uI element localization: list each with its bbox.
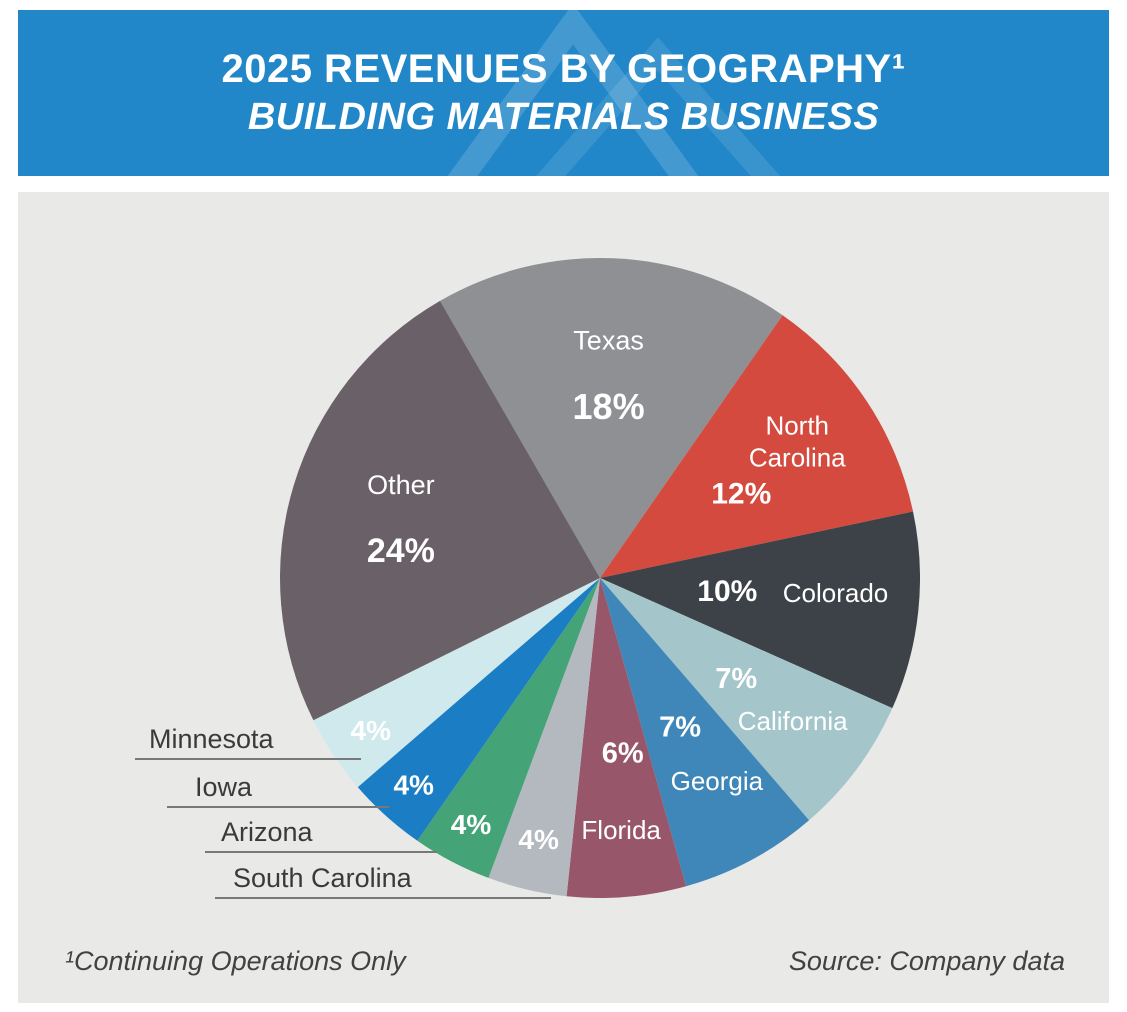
slice-label-south-carolina-pct: 4% bbox=[518, 824, 559, 855]
callout-iowa-label: Iowa bbox=[195, 772, 253, 802]
slice-label-minnesota-pct: 4% bbox=[351, 715, 392, 746]
slice-label-georgia-name: Georgia bbox=[671, 766, 764, 796]
callout-arizona-label: Arizona bbox=[221, 817, 313, 847]
pie-slice-arizona bbox=[417, 578, 600, 878]
banner-watermark-icon bbox=[447, 10, 781, 176]
slice-label-florida-pct: 6% bbox=[602, 737, 644, 769]
chart-panel: Texas 18% North Carolina 12% Colorado 10% Calif… bbox=[18, 192, 1109, 1003]
footnote: ¹Continuing Operations Only bbox=[65, 946, 406, 976]
slice-label-north-carolina-name: North bbox=[765, 411, 829, 441]
pie-slice-other bbox=[280, 300, 600, 721]
pie-slice-iowa bbox=[357, 578, 600, 841]
callout-arizona: Arizona bbox=[205, 817, 437, 854]
pie-slice-texas bbox=[440, 258, 783, 578]
pie-slice-south-carolina bbox=[488, 578, 600, 897]
slice-label-california-pct: 7% bbox=[715, 663, 757, 695]
pie-slice-colorado bbox=[600, 511, 920, 709]
callout-iowa: Iowa bbox=[167, 772, 389, 809]
slice-label-north-carolina-pct: 12% bbox=[711, 478, 771, 511]
slice-label-arizona-pct: 4% bbox=[451, 809, 492, 840]
slice-label-colorado-name: Colorado bbox=[783, 578, 889, 608]
pie-slice-georgia bbox=[600, 578, 810, 887]
slice-label-north-carolina-name: Carolina bbox=[749, 443, 846, 473]
slice-label-iowa-pct: 4% bbox=[393, 769, 434, 800]
callout-minnesota: Minnesota bbox=[135, 724, 361, 761]
callout-south-carolina-label: South Carolina bbox=[233, 863, 412, 893]
slice-label-florida-name: Florida bbox=[581, 815, 661, 845]
slice-label-colorado-pct: 10% bbox=[697, 575, 757, 608]
pie-slice-minnesota bbox=[313, 578, 600, 788]
slice-label-texas-name: Texas bbox=[573, 325, 644, 355]
slice-label-georgia-pct: 7% bbox=[659, 711, 701, 743]
callout-south-carolina: South Carolina bbox=[215, 863, 551, 900]
page-title: 2025 REVENUES BY GEOGRAPHY¹ bbox=[221, 47, 906, 92]
page-subtitle: BUILDING MATERIALS BUSINESS bbox=[247, 96, 880, 139]
slice-label-california-name: California bbox=[738, 706, 848, 736]
callout-minnesota-label: Minnesota bbox=[149, 724, 274, 754]
slice-label-other-pct: 24% bbox=[367, 532, 435, 570]
slice-label-texas-pct: 18% bbox=[573, 386, 645, 427]
pie-slice-florida bbox=[566, 578, 687, 898]
title-banner: 2025 REVENUES BY GEOGRAPHY¹ BUILDING MAT… bbox=[18, 10, 1109, 176]
pie-slice-north-carolina bbox=[600, 315, 914, 578]
source-credit: Source: Company data bbox=[788, 946, 1065, 976]
pie-slice-california bbox=[600, 578, 893, 821]
slice-label-other-name: Other bbox=[367, 470, 435, 500]
